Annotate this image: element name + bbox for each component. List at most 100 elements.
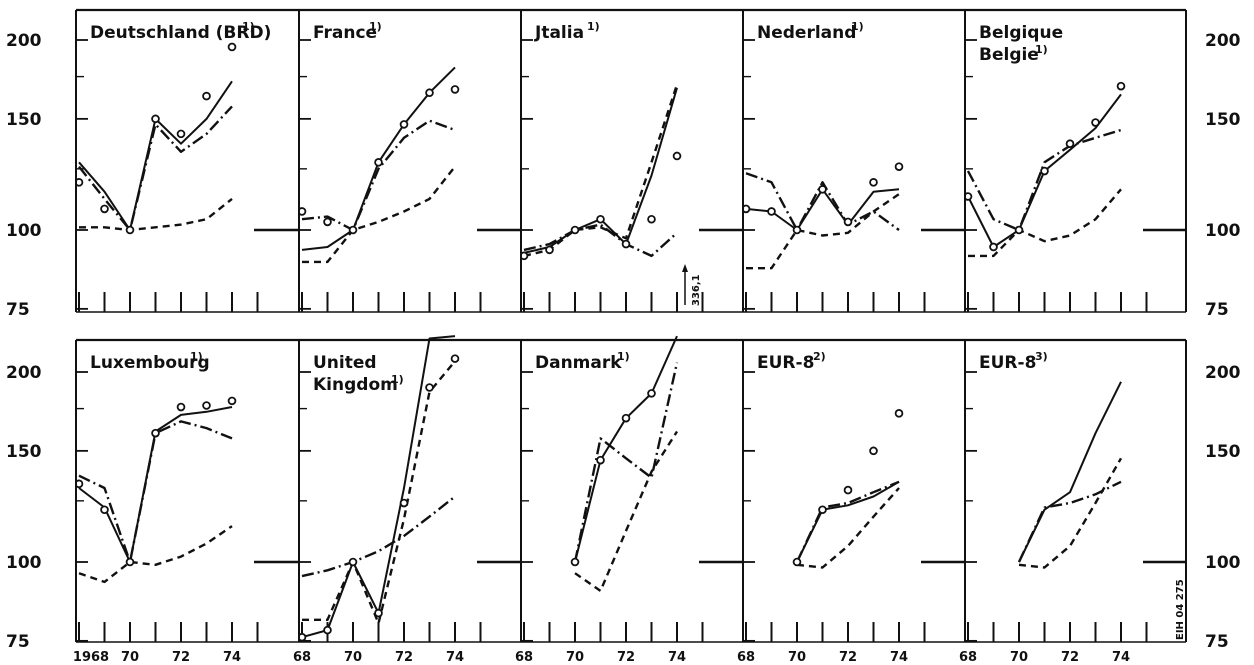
- data-point: [300, 632, 307, 642]
- data-point: [570, 225, 580, 235]
- series-line-B: [523, 223, 678, 258]
- series-line-C: [968, 188, 1122, 258]
- data-point: [374, 608, 383, 618]
- data-point: [647, 389, 656, 398]
- panel-series-3: [744, 162, 904, 270]
- data-point: [450, 85, 460, 94]
- data-point: [77, 178, 84, 187]
- y-tick-label-left: 75: [6, 632, 30, 652]
- labels: 75 75 100 100 150 150 200 200 75 75 100 100 150 150 20…: [6, 20, 1241, 665]
- data-point: [399, 498, 409, 508]
- y-tick-label-right: 150: [1205, 442, 1241, 462]
- x-tick-label: 70: [121, 650, 139, 665]
- data-point: [100, 204, 109, 214]
- panel-title-line2: Kingdom: [313, 375, 398, 395]
- series-line-C: [302, 360, 456, 625]
- data-point: [348, 557, 358, 567]
- panel-series-2: [522, 84, 682, 261]
- y-tick-label-left: 200: [6, 31, 42, 51]
- data-point: [202, 401, 211, 410]
- y-tick-label-left: 150: [6, 110, 42, 130]
- data-point: [818, 505, 827, 515]
- x-tick-label: 74: [223, 650, 241, 665]
- data-point: [767, 207, 776, 216]
- panel-title: Jtalia: [534, 23, 584, 43]
- data-point: [77, 479, 84, 489]
- y-tick-label-left: 200: [6, 363, 42, 383]
- x-tick-label: 68: [737, 650, 755, 665]
- x-tick-label: 74: [1112, 650, 1130, 665]
- data-point: [450, 354, 460, 363]
- data-point: [596, 214, 605, 224]
- data-point: [1116, 81, 1126, 91]
- data-point: [647, 214, 656, 224]
- panel-title: France: [313, 23, 377, 43]
- x-tick-label: 74: [890, 650, 908, 665]
- data-point: [621, 239, 631, 249]
- panel-frames: [75, 8, 1187, 643]
- panel-title-line2: Belgie: [979, 45, 1039, 65]
- panel-series-8: [792, 409, 904, 569]
- x-tick-label: 1968: [73, 650, 109, 665]
- panel-series-0: [77, 42, 237, 235]
- data-point: [1065, 139, 1075, 149]
- y-tick-label-right: 100: [1205, 221, 1241, 241]
- y-tick-label-right: 100: [1205, 553, 1241, 573]
- data-point: [151, 428, 160, 438]
- data-point: [1091, 118, 1100, 127]
- series-line-C: [574, 430, 679, 593]
- x-tick-label: 68: [959, 650, 977, 665]
- data-point: [300, 207, 307, 216]
- series-line-C: [1018, 457, 1123, 569]
- y-tick-label-right: 75: [1205, 300, 1229, 320]
- series-line-C: [746, 193, 900, 270]
- data-point: [894, 409, 904, 418]
- series-line-C: [78, 525, 233, 584]
- y-tick-label-left: 100: [6, 221, 42, 241]
- axis-ticks: [76, 39, 1186, 642]
- data-point: [869, 178, 878, 187]
- data-point: [818, 185, 827, 194]
- data-point: [227, 396, 237, 406]
- panel-title: Deutschland (BRD): [90, 23, 271, 43]
- x-tick-label: 74: [446, 650, 464, 665]
- data-point: [176, 129, 186, 139]
- x-tick-label: 72: [172, 650, 190, 665]
- data-point: [125, 557, 135, 567]
- data-point: [399, 120, 409, 129]
- data-point: [522, 251, 529, 261]
- data-point: [596, 455, 605, 465]
- x-tick-label: 70: [344, 650, 362, 665]
- data-point: [672, 151, 682, 161]
- data-point: [100, 505, 109, 515]
- series-line-B: [78, 420, 233, 564]
- data-point: [425, 88, 434, 98]
- y-tick-label-right: 200: [1205, 363, 1241, 383]
- data-point: [869, 446, 878, 456]
- x-tick-label: 72: [839, 650, 857, 665]
- series-line-C: [302, 165, 456, 264]
- x-tick-label: 70: [1010, 650, 1028, 665]
- series-line-B: [573, 362, 679, 563]
- panel-footnote-marker: 2): [813, 350, 826, 363]
- panel-footnote-marker: 1): [369, 20, 382, 33]
- data-point: [621, 413, 631, 423]
- y-tick-label-left: 150: [6, 442, 42, 462]
- panel-series-4: [966, 81, 1126, 258]
- x-tick-label: 74: [668, 650, 686, 665]
- data-point: [425, 383, 434, 392]
- data-point: [792, 225, 802, 235]
- data-point: [125, 225, 135, 235]
- data-point: [545, 245, 554, 255]
- series-line-B: [78, 105, 233, 232]
- y-tick-label-right: 150: [1205, 110, 1241, 130]
- panel-footnote-marker: 1): [190, 350, 203, 363]
- data-point: [202, 91, 211, 101]
- data-point: [966, 192, 973, 201]
- panel-title: EUR-8: [757, 353, 814, 373]
- panel-title: Belgique: [979, 23, 1063, 43]
- panel-footnote-marker: 1): [391, 373, 404, 386]
- x-tick-label: 72: [1061, 650, 1079, 665]
- data-point: [323, 217, 332, 227]
